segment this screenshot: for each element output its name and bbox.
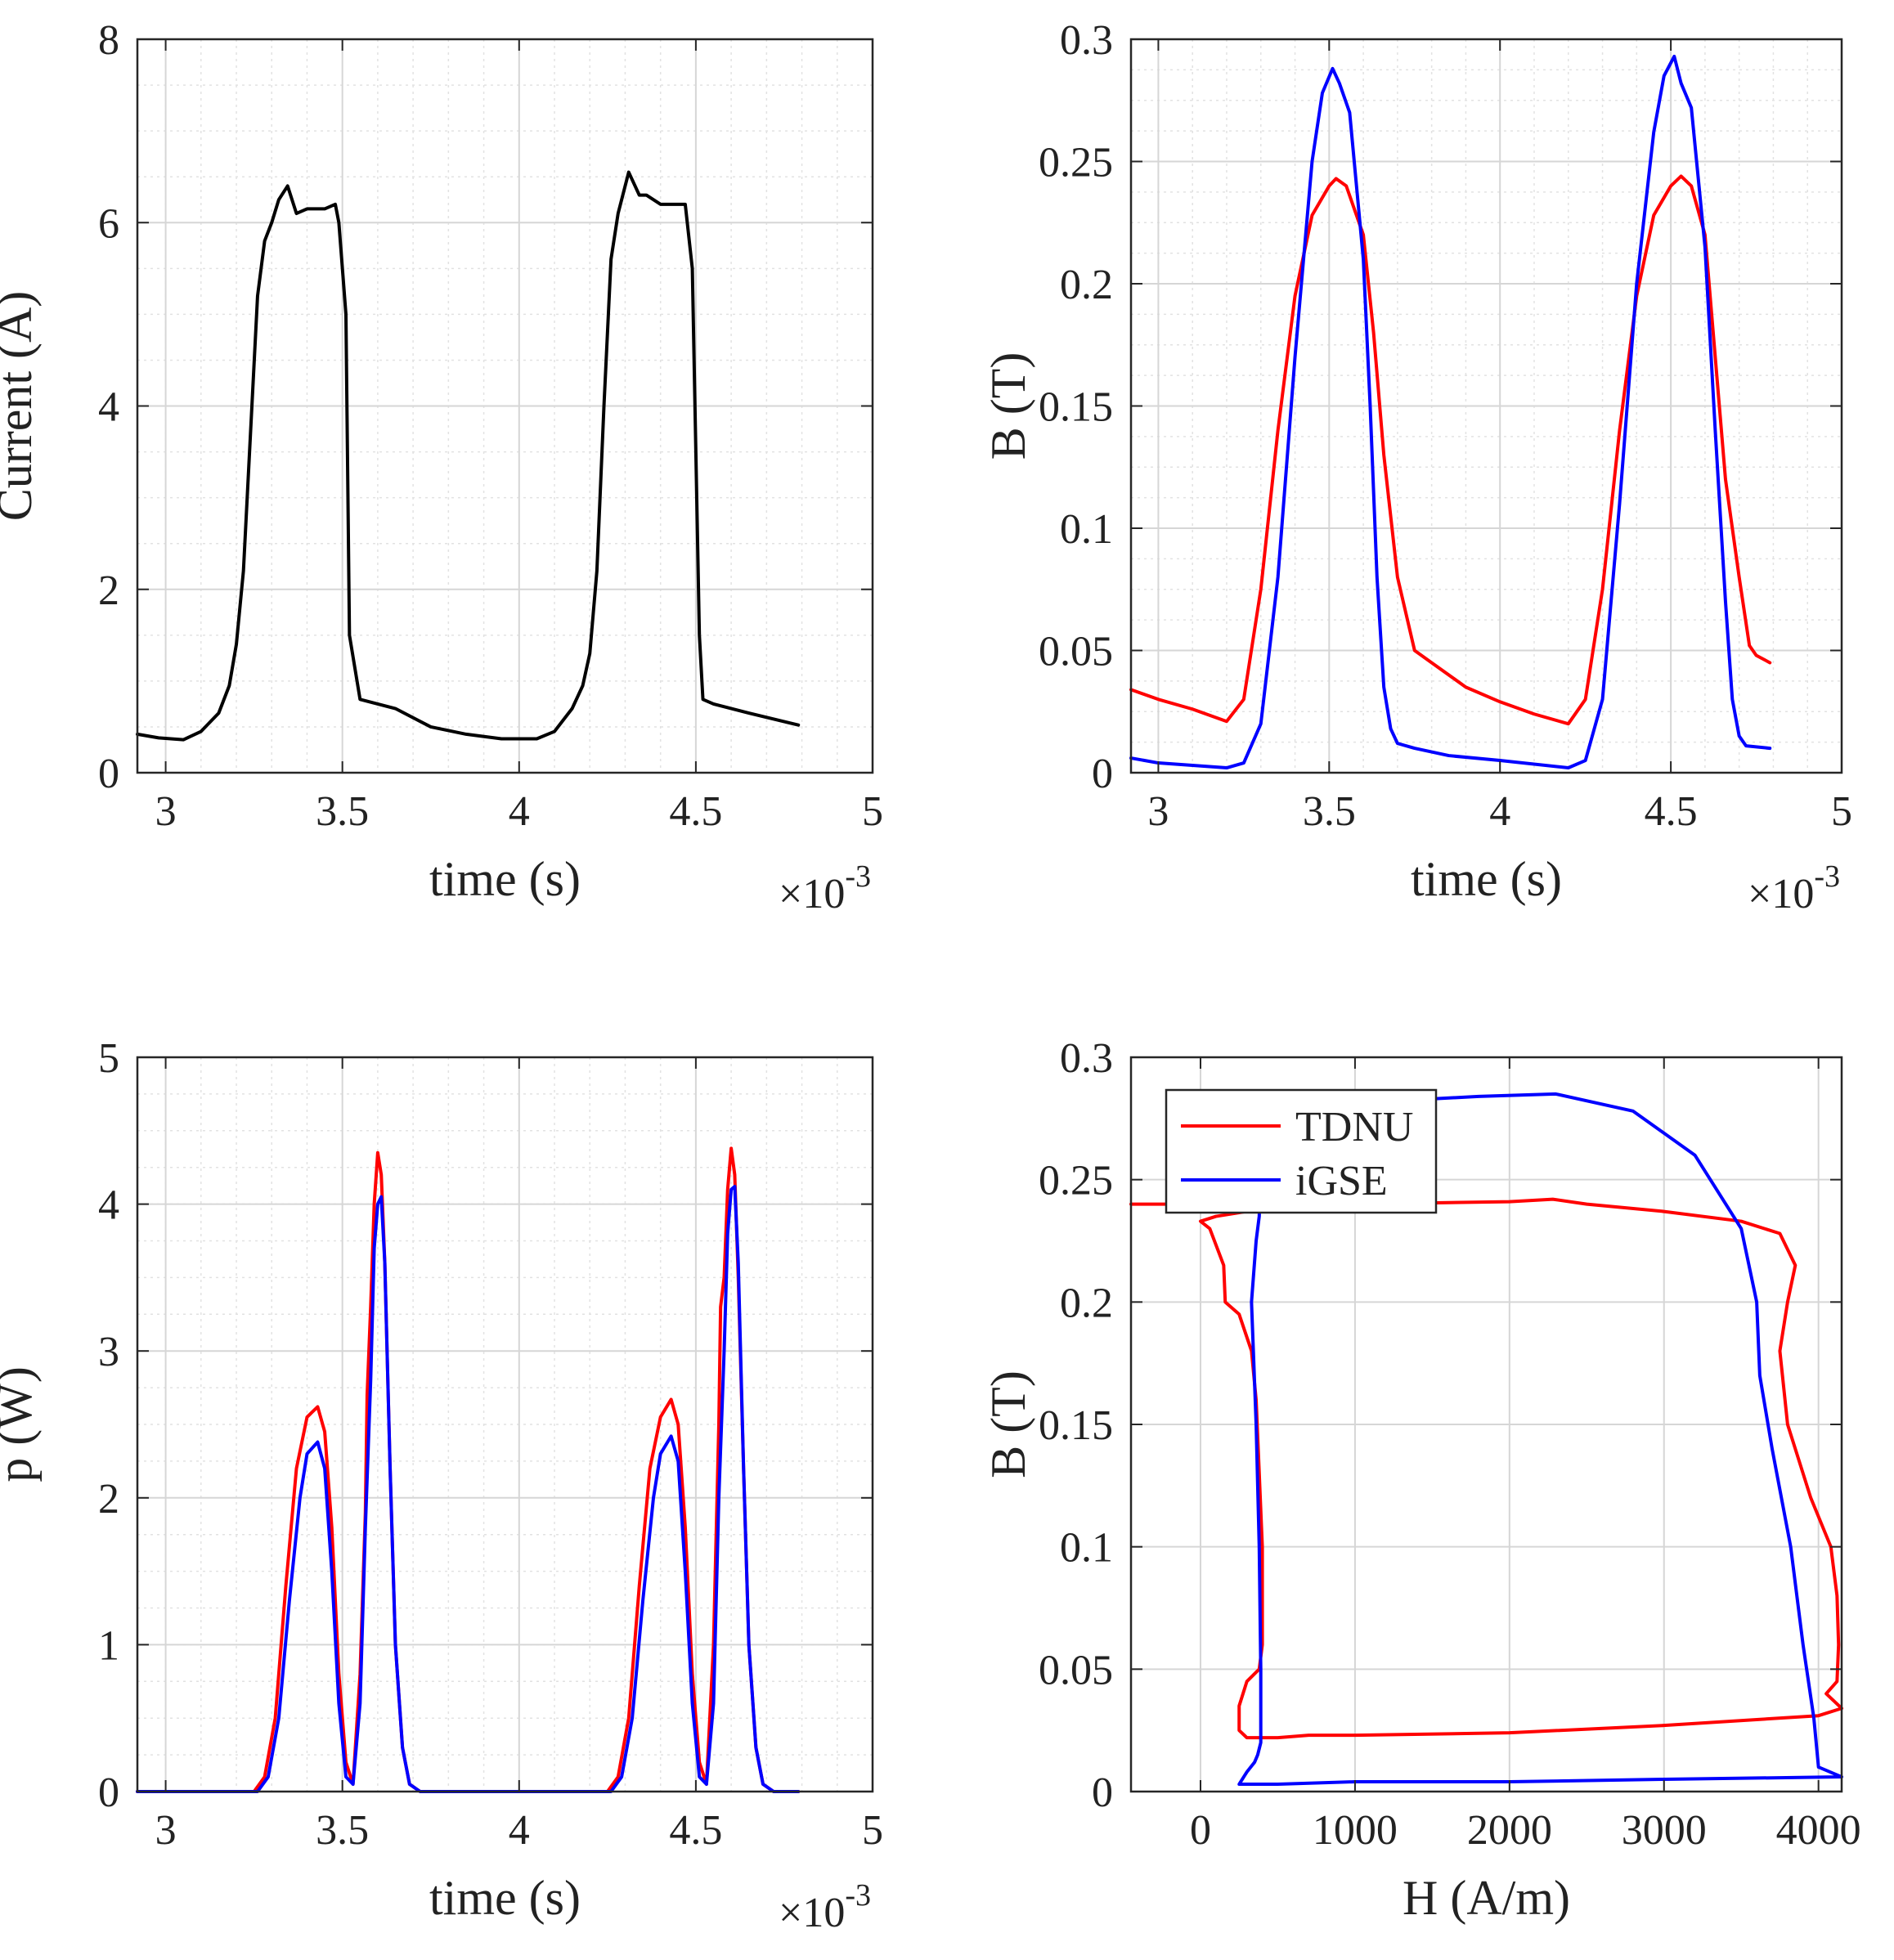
y-tick-label: 2 <box>98 1476 119 1523</box>
y-tick-label: 0.05 <box>1039 1647 1113 1693</box>
y-tick-label: 0 <box>1092 751 1113 797</box>
x-tick-label: 3.5 <box>316 1807 369 1854</box>
x-tick-label: 4000 <box>1776 1807 1861 1854</box>
x-tick-label: 5 <box>862 788 883 835</box>
y-tick-label: 4 <box>98 384 119 431</box>
y-tick-label: 0.2 <box>1060 262 1113 308</box>
y-tick-label: 0 <box>1092 1769 1113 1816</box>
y-tick-label: 0.3 <box>1060 1035 1113 1082</box>
x-exponent-power: -3 <box>845 859 871 894</box>
x-tick-label: 3.5 <box>316 788 369 835</box>
x-exponent-label: ×10-3 <box>779 859 871 917</box>
y-axis-label: B (T) <box>981 1370 1035 1478</box>
x-tick-label: 4.5 <box>669 788 722 835</box>
x-tick-label: 4 <box>1489 788 1510 835</box>
axes-frame <box>136 1056 874 1793</box>
y-axis-label: B (T) <box>981 352 1035 460</box>
y-tick-label: 0.2 <box>1060 1280 1113 1326</box>
y-tick-label: 8 <box>98 17 119 64</box>
series-line-igse <box>1237 1092 1843 1787</box>
legend-label-igse: iGSE <box>1295 1158 1388 1204</box>
series-line-igse <box>1129 54 1772 770</box>
x-tick-label: 1000 <box>1313 1807 1398 1854</box>
chart-panel-1: 3 3.5 4 4.5 5 0 2 4 6 8 time (s) Current (A) ×10-3 <box>0 17 883 917</box>
x-tick-label: 0 <box>1190 1807 1211 1854</box>
series-line-tdnu <box>1129 1197 1843 1740</box>
y-tick-label: 4 <box>98 1182 119 1229</box>
x-axis-label: H (A/m) <box>1403 1871 1570 1925</box>
chart-panel-4: 0 1000 2000 3000 4000 0 0.05 0.1 0.15 0.2 0.25 0.3 H… <box>981 1035 1861 1925</box>
x-axis-label: time (s) <box>1411 852 1562 906</box>
x-exponent-power: -3 <box>1814 859 1840 894</box>
y-tick-label: 0.15 <box>1039 1402 1113 1449</box>
y-tick-label: 0 <box>98 1769 119 1816</box>
legend-box <box>1165 1088 1438 1214</box>
x-tick-label: 3 <box>155 1807 177 1854</box>
y-tick-label: 0.15 <box>1039 384 1113 431</box>
x-tick-label: 5 <box>862 1807 883 1854</box>
legend-label-tdnu: TDNU <box>1295 1104 1413 1150</box>
y-tick-label: 0.3 <box>1060 17 1113 64</box>
x-axis-label: time (s) <box>429 852 581 906</box>
x-tick-label: 4.5 <box>1645 788 1698 835</box>
x-axis-label: time (s) <box>429 1871 581 1925</box>
x-tick-label: 3 <box>155 788 177 835</box>
y-axis-label: p (W) <box>0 1366 42 1482</box>
y-tick-label: 1 <box>98 1622 119 1669</box>
x-tick-label: 4.5 <box>669 1807 722 1854</box>
y-tick-label: 0.05 <box>1039 629 1113 675</box>
x-exponent-base: ×10 <box>779 1890 845 1936</box>
y-tick-label: 0.25 <box>1039 1158 1113 1204</box>
x-exponent-base: ×10 <box>1748 871 1814 917</box>
chart-panel-3: 3 3.5 4 4.5 5 0 1 2 3 4 5 time (s) p (W) ×10-3 <box>0 1035 883 1936</box>
x-tick-label: 2000 <box>1467 1807 1552 1854</box>
series-line-current <box>136 170 801 742</box>
y-tick-label: 0.1 <box>1060 1525 1113 1572</box>
x-tick-label: 3000 <box>1622 1807 1707 1854</box>
y-tick-label: 3 <box>98 1329 119 1375</box>
y-tick-label: 2 <box>98 567 119 614</box>
x-exponent-power: -3 <box>845 1878 871 1913</box>
x-tick-label: 4 <box>509 788 530 835</box>
y-tick-label: 0.1 <box>1060 506 1113 553</box>
x-tick-label: 3 <box>1147 788 1169 835</box>
legend: TDNU iGSE <box>1165 1088 1438 1214</box>
x-tick-label: 3.5 <box>1303 788 1356 835</box>
x-tick-label: 4 <box>509 1807 530 1854</box>
chart-panel-2: 3 3.5 4 4.5 5 0 0.05 0.1 0.15 0.2 0.25 0.3 time (s) B… <box>981 17 1852 917</box>
y-tick-label: 0.25 <box>1039 140 1113 186</box>
y-tick-label: 0 <box>98 751 119 797</box>
x-exponent-label: ×10-3 <box>779 1878 871 1936</box>
x-exponent-label: ×10-3 <box>1748 859 1840 917</box>
y-tick-label: 5 <box>98 1035 119 1082</box>
y-axis-label: Current (A) <box>0 291 42 522</box>
x-tick-label: 5 <box>1831 788 1852 835</box>
y-tick-label: 6 <box>98 200 119 247</box>
x-exponent-base: ×10 <box>779 871 845 917</box>
